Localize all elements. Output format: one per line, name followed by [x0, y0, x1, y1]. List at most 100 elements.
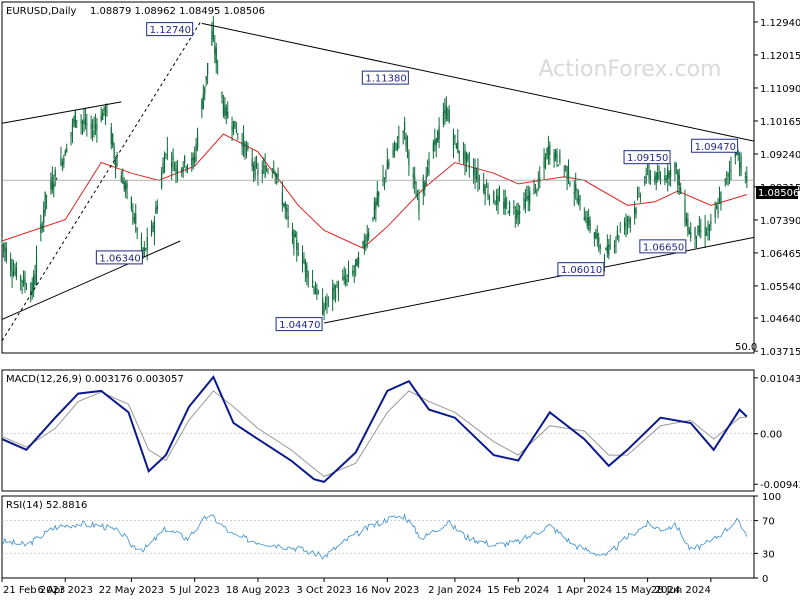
candle: [529, 186, 531, 212]
candle: [382, 164, 384, 187]
candle: [40, 214, 42, 242]
x-tick-label: 5 Jul 2023: [170, 585, 220, 596]
candle: [307, 270, 309, 288]
candle: [21, 279, 23, 294]
candle: [261, 160, 263, 184]
chart-title: EURUSD,Daily: [6, 6, 77, 17]
candle: [267, 168, 269, 175]
price-y-tick-label: 1.10165: [760, 117, 800, 128]
candle: [130, 196, 133, 212]
candle: [438, 117, 440, 149]
macd-panel-frame: [1, 369, 755, 492]
candle: [64, 149, 66, 156]
candle: [4, 241, 6, 262]
candle: [182, 160, 184, 178]
candle: [225, 104, 227, 125]
candle: [708, 223, 711, 241]
price-y-tick-label: 1.04640: [760, 314, 800, 325]
candle: [437, 129, 439, 143]
candle: [595, 228, 597, 240]
candle: [655, 171, 657, 191]
candle: [355, 258, 357, 277]
candle: [217, 59, 219, 75]
candle: [73, 115, 75, 128]
candle: [526, 185, 528, 202]
candle: [120, 170, 122, 183]
candle: [473, 158, 475, 184]
candle: [41, 221, 43, 233]
candle: [60, 146, 62, 167]
candle: [297, 242, 299, 257]
candle: [194, 146, 196, 167]
candle: [710, 213, 712, 231]
candle: [376, 181, 378, 207]
candle: [447, 107, 449, 122]
candle: [425, 166, 427, 186]
candle: [125, 179, 127, 198]
candle: [707, 220, 709, 241]
candle: [314, 281, 317, 295]
candle: [636, 186, 639, 201]
price-annotation-text: 1.06650: [643, 242, 684, 253]
x-tick-label: 3 Oct 2023: [296, 585, 351, 596]
candle: [304, 258, 306, 283]
candle: [519, 204, 521, 224]
candle: [283, 202, 285, 208]
candle: [334, 284, 337, 303]
candle: [296, 231, 298, 262]
candle: [357, 251, 360, 269]
candle: [704, 214, 706, 248]
candle: [192, 152, 194, 170]
candle: [293, 229, 295, 256]
x-tick-label: 28 Jun 2024: [651, 585, 711, 596]
candle: [497, 187, 499, 215]
candle: [53, 174, 55, 198]
candle: [337, 280, 340, 302]
candle: [201, 97, 203, 119]
candle: [563, 165, 565, 178]
candle: [25, 282, 28, 290]
candle: [202, 84, 204, 110]
price-annotation-text: 1.12740: [150, 25, 191, 36]
rsi-line: [1, 513, 748, 560]
candle: [343, 266, 345, 286]
candle: [452, 128, 455, 159]
candle: [720, 191, 722, 211]
candle: [547, 135, 549, 165]
candle: [34, 264, 36, 286]
candle: [665, 174, 667, 183]
macd-y-tick-label: 0.010434: [760, 374, 800, 385]
candle: [537, 171, 539, 192]
candle: [372, 217, 374, 222]
candle: [618, 234, 620, 243]
candle: [680, 182, 682, 195]
candle: [76, 119, 78, 129]
candle: [133, 212, 135, 224]
candle: [184, 155, 186, 168]
candle: [255, 155, 258, 169]
price-annotation: 1.06650: [639, 239, 687, 254]
x-tick-label: 22 May 2023: [99, 585, 164, 596]
trendline-lower-channel: [1, 240, 181, 320]
candle: [100, 106, 102, 123]
candle: [402, 130, 404, 145]
candle: [664, 167, 666, 186]
candle: [86, 113, 88, 137]
candle: [534, 183, 537, 194]
price-annotation-text: 1.09150: [627, 153, 668, 164]
candle: [648, 162, 650, 184]
candle: [654, 170, 656, 185]
price-annotation: 1.04470: [275, 317, 323, 332]
candle: [585, 210, 587, 223]
candle: [576, 188, 578, 204]
candle: [554, 148, 557, 162]
price-y-tick-label: 1.12940: [760, 18, 800, 29]
candle: [619, 221, 621, 233]
candle: [694, 226, 696, 249]
candle: [457, 129, 459, 154]
candle: [398, 125, 400, 149]
candle: [577, 189, 580, 206]
candle: [606, 234, 608, 258]
